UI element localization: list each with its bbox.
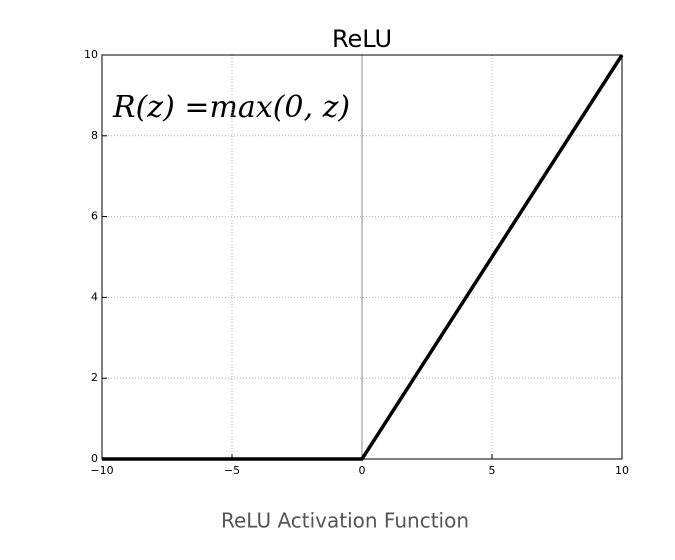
y-tick-label: 4: [91, 290, 98, 303]
line-series: [102, 54, 624, 461]
x-tick-label: 10: [615, 464, 629, 477]
y-tick-label: 8: [91, 129, 98, 142]
y-tick-label: 6: [91, 210, 98, 223]
y-tick-label: 10: [84, 48, 98, 61]
annotation: R(z) =max(0, z): [112, 90, 350, 125]
caption: ReLU Activation Function: [221, 509, 469, 533]
chart-title: ReLU: [332, 25, 392, 53]
y-tick-label: 0: [91, 452, 98, 465]
x-tick-label: 5: [489, 464, 496, 477]
x-tick-label: 0: [359, 464, 366, 477]
y-tick-label: 2: [91, 371, 98, 384]
x-tick-label: −5: [224, 464, 240, 477]
x-tick-label: −10: [90, 464, 113, 477]
